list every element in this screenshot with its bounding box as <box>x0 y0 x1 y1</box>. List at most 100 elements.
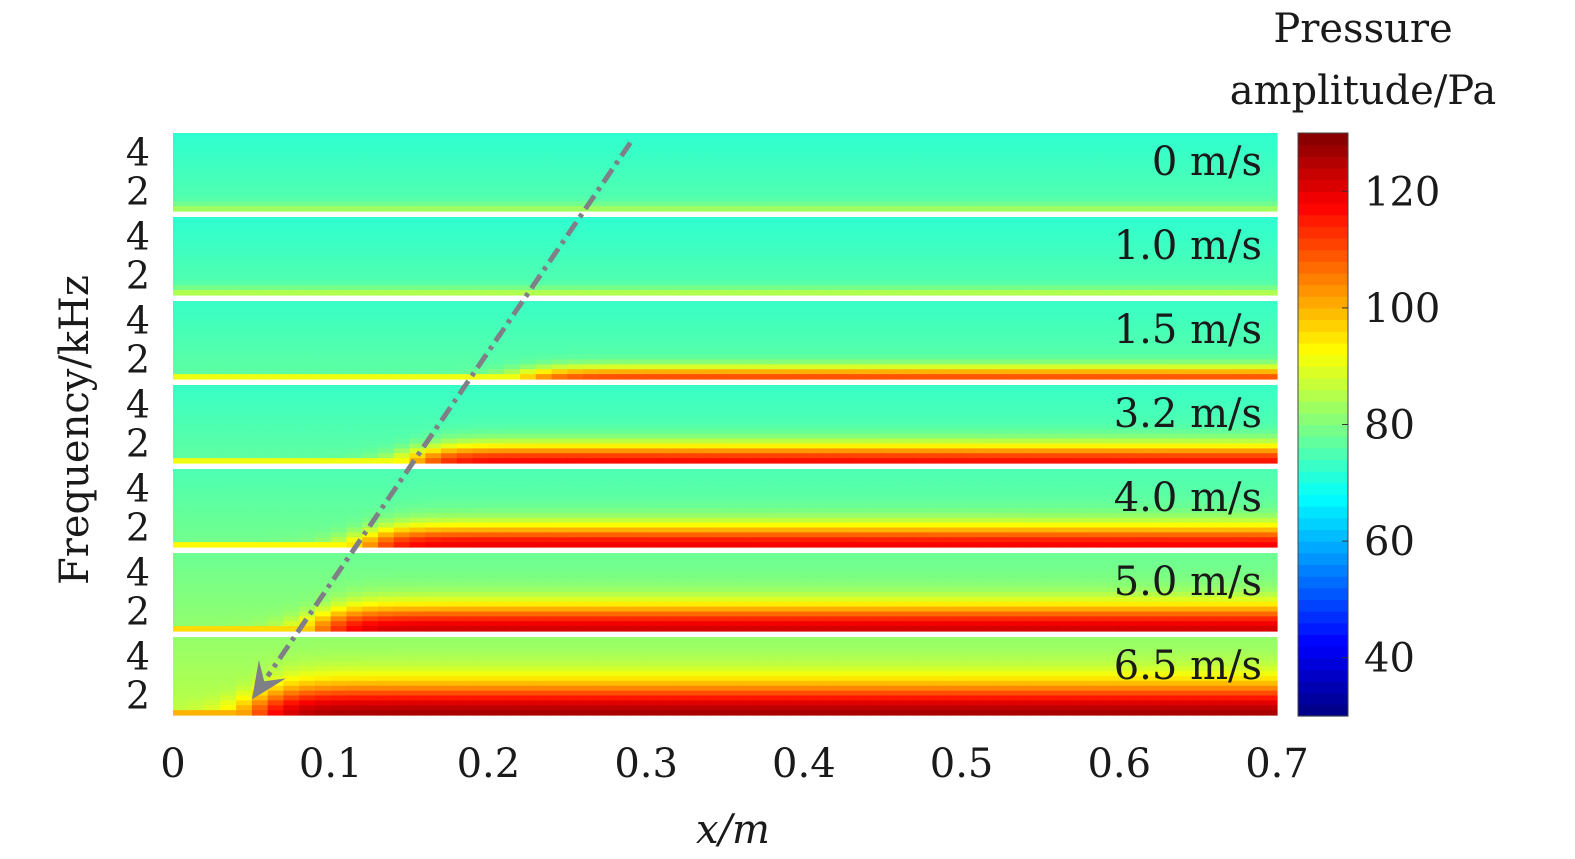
heatmap-cell <box>1150 359 1168 365</box>
heatmap-cell <box>1103 364 1120 370</box>
heatmap-cell <box>725 433 742 440</box>
heatmap-cell <box>1008 443 1026 449</box>
heatmap-cell <box>378 265 395 272</box>
heatmap-cell <box>472 172 490 178</box>
heatmap-cell <box>283 201 300 207</box>
heatmap-cell <box>472 478 490 485</box>
heatmap-cell <box>488 325 505 331</box>
heatmap-cell <box>362 414 379 420</box>
heatmap-cell <box>914 453 931 459</box>
heatmap-cell <box>898 364 915 370</box>
heatmap-cell <box>504 290 521 296</box>
heatmap-cell <box>204 498 221 504</box>
heatmap-cell <box>835 137 852 144</box>
heatmap-cell <box>661 374 679 380</box>
heatmap-cell <box>961 364 978 370</box>
heatmap-cell <box>330 206 348 212</box>
heatmap-cell <box>267 394 284 401</box>
heatmap-cell <box>1229 404 1247 410</box>
heatmap-cell <box>740 196 758 202</box>
heatmap-cell <box>393 419 411 425</box>
heatmap-cell <box>236 404 253 410</box>
heatmap-cell <box>220 152 237 158</box>
heatmap-cell <box>173 305 190 312</box>
heatmap-cell <box>788 438 805 445</box>
heatmap-cell <box>1008 428 1026 435</box>
heatmap-cell <box>709 241 726 247</box>
heatmap-cell <box>1008 152 1026 158</box>
heatmap-cell <box>788 275 805 281</box>
heatmap-cell <box>756 399 773 406</box>
heatmap-cell <box>1103 236 1120 242</box>
heatmap-cell <box>930 236 947 242</box>
heatmap-cell <box>945 251 963 257</box>
heatmap-cell <box>299 181 316 188</box>
heatmap-cell <box>756 290 773 296</box>
heatmap-cell <box>1119 389 1136 396</box>
heatmap-cell <box>1261 142 1278 149</box>
heatmap-cell <box>220 374 237 380</box>
heatmap-cell <box>314 364 332 370</box>
heatmap-cell <box>1245 473 1262 480</box>
heatmap-cell <box>961 448 978 454</box>
heatmap-cell <box>236 315 253 322</box>
heatmap-cell <box>693 428 710 435</box>
heatmap-cell <box>519 394 537 401</box>
heatmap-cell <box>914 315 931 322</box>
heatmap-cell <box>1198 498 1215 504</box>
heatmap-cell <box>677 399 695 406</box>
heatmap-cell <box>1166 389 1183 396</box>
heatmap-cell <box>1024 265 1042 272</box>
heatmap-cell <box>378 231 395 238</box>
heatmap-cell <box>725 157 742 163</box>
heatmap-cell <box>456 133 474 139</box>
heatmap-cell <box>630 217 647 223</box>
heatmap-cell <box>188 385 206 391</box>
heatmap-cell <box>173 181 190 188</box>
heatmap-cell <box>646 142 663 149</box>
heatmap-cell <box>472 206 490 212</box>
heatmap-cell <box>677 256 695 262</box>
heatmap-cell <box>441 503 458 509</box>
heatmap-cell <box>409 335 426 341</box>
heatmap-cell <box>772 340 789 346</box>
heatmap-cell <box>551 315 568 322</box>
heatmap-cell <box>756 369 773 375</box>
heatmap-cell <box>1245 251 1262 257</box>
heatmap-cell <box>1182 176 1199 183</box>
heatmap-cell <box>1008 260 1026 267</box>
heatmap-cell <box>977 394 994 401</box>
heatmap-cell <box>1245 285 1262 291</box>
heatmap-cell <box>1182 270 1199 277</box>
heatmap-cell <box>1024 196 1042 202</box>
heatmap-cell <box>977 330 994 336</box>
heatmap-cell <box>393 428 411 435</box>
heatmap-cell <box>1008 325 1026 331</box>
heatmap-cell <box>267 137 284 144</box>
heatmap-cell <box>236 142 253 149</box>
heatmap-cell <box>630 369 647 375</box>
heatmap-cell <box>851 226 868 233</box>
heatmap-cell <box>1119 142 1136 149</box>
heatmap-cell <box>314 256 332 262</box>
heatmap-cell <box>1087 385 1105 391</box>
heatmap-cell <box>598 246 616 252</box>
heatmap-cell <box>204 399 221 406</box>
heatmap-cell <box>961 221 978 228</box>
heatmap-cell <box>409 280 426 286</box>
heatmap-cell <box>788 265 805 272</box>
heatmap-cell <box>535 335 553 341</box>
heatmap-cell <box>362 133 379 139</box>
heatmap-cell <box>409 404 426 410</box>
heatmap-cell <box>740 301 758 307</box>
heatmap-cell <box>362 236 379 242</box>
heatmap-cell <box>677 236 695 242</box>
heatmap-cell <box>1056 320 1073 326</box>
heatmap-cell <box>819 196 836 202</box>
heatmap-cell <box>567 458 584 464</box>
heatmap-cell <box>1119 162 1136 168</box>
heatmap-cell <box>314 493 332 499</box>
heatmap-cell <box>945 231 963 238</box>
heatmap-cell <box>1261 206 1278 212</box>
heatmap-cell <box>646 172 663 178</box>
